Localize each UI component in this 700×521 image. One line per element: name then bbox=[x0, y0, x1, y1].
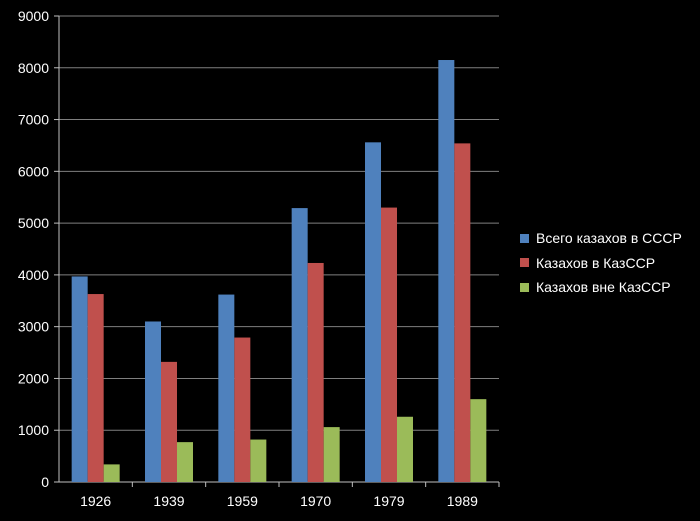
bar-1-1959 bbox=[218, 294, 235, 482]
bar-2-1970 bbox=[307, 262, 324, 482]
bar-3-1989 bbox=[470, 399, 487, 482]
bar-1-1979 bbox=[365, 142, 381, 483]
legend-label: Всего казахов в СССР bbox=[536, 230, 682, 247]
legend-swatch bbox=[520, 282, 529, 292]
bar-1-1989 bbox=[438, 60, 455, 483]
bar-3-1939 bbox=[177, 442, 193, 482]
legend-label: Казахов в КазССР bbox=[536, 254, 656, 271]
y-tick-label: 3000 bbox=[18, 319, 49, 335]
legend-item: Всего казахов в СССР bbox=[520, 226, 682, 251]
y-tick-label: 2000 bbox=[18, 370, 49, 386]
bar-3-1959 bbox=[250, 439, 267, 482]
legend-swatch bbox=[520, 233, 529, 243]
x-tick-label: 1926 bbox=[80, 493, 111, 509]
legend-item: Казахов вне КазССР bbox=[520, 275, 682, 300]
y-tick-label: 5000 bbox=[18, 215, 49, 231]
bar-1-1939 bbox=[145, 321, 161, 482]
bar-2-1979 bbox=[381, 207, 397, 483]
y-tick-label: 0 bbox=[41, 474, 49, 490]
x-tick-label: 1959 bbox=[227, 493, 258, 509]
bar-3-1926 bbox=[103, 464, 120, 482]
bar-3-1979 bbox=[397, 416, 413, 482]
x-tick-label: 1939 bbox=[153, 493, 184, 509]
x-tick-label: 1989 bbox=[447, 493, 478, 509]
y-tick-label: 6000 bbox=[18, 163, 49, 179]
y-tick-label: 8000 bbox=[18, 60, 49, 76]
bar-1-1926 bbox=[71, 276, 88, 482]
bar-2-1959 bbox=[234, 337, 251, 482]
bar-1-1970 bbox=[291, 208, 308, 482]
legend: Всего казахов в СССР Казахов в КазССР Ка… bbox=[520, 226, 682, 300]
bar-2-1926 bbox=[87, 294, 104, 482]
bar-2-1939 bbox=[161, 361, 177, 482]
legend-swatch bbox=[520, 258, 529, 268]
y-tick-label: 1000 bbox=[18, 422, 49, 438]
legend-label: Казахов вне КазССР bbox=[536, 279, 671, 296]
y-tick-label: 9000 bbox=[18, 8, 49, 24]
y-tick-label: 4000 bbox=[18, 267, 49, 283]
x-tick-label: 1979 bbox=[373, 493, 404, 509]
x-tick-label: 1970 bbox=[300, 493, 331, 509]
bar-2-1989 bbox=[454, 143, 471, 482]
legend-item: Казахов в КазССР bbox=[520, 251, 682, 276]
bar-3-1970 bbox=[323, 427, 340, 482]
y-tick-label: 7000 bbox=[18, 112, 49, 128]
